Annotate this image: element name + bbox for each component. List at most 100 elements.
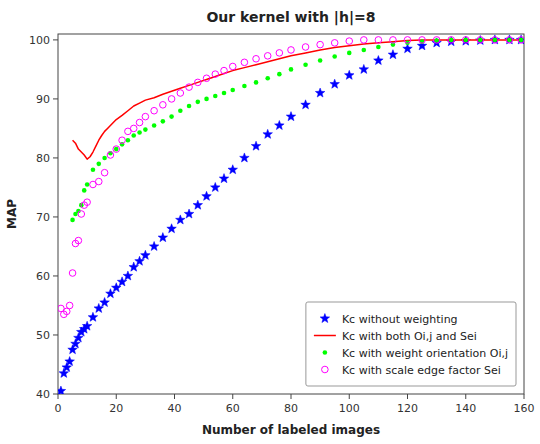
point	[176, 215, 186, 224]
x-axis-label: Number of labeled images	[202, 423, 380, 437]
legend-item: Kc with weight orientation Oi,j	[323, 347, 508, 360]
point	[141, 250, 151, 259]
point	[301, 100, 311, 109]
point	[169, 114, 174, 119]
point	[519, 38, 524, 43]
y-tick	[53, 334, 58, 335]
title: Our kernel with |h|=8	[206, 9, 375, 26]
point	[506, 37, 513, 44]
line	[73, 40, 522, 159]
point	[142, 113, 149, 120]
point	[84, 199, 91, 206]
point	[202, 191, 212, 200]
point	[221, 67, 228, 74]
y-tick	[53, 394, 58, 395]
y-tick-label: 100	[29, 34, 50, 47]
point	[332, 54, 337, 59]
point	[187, 104, 192, 109]
point	[390, 37, 397, 44]
point	[113, 146, 120, 153]
point	[478, 38, 483, 43]
point	[228, 165, 238, 174]
axes: 020406080100120140160405060708090100	[29, 34, 535, 415]
point	[315, 88, 325, 97]
legend-swatch	[322, 366, 329, 373]
legend: Kc without weightingKc with both Oi,j an…	[306, 302, 516, 386]
x-tick	[232, 394, 233, 399]
y-tick-label: 80	[36, 152, 50, 165]
point	[123, 271, 133, 280]
point	[186, 84, 193, 91]
point	[462, 37, 469, 44]
point	[78, 211, 85, 218]
y-axis-label: MAP	[5, 199, 19, 229]
point	[196, 100, 201, 105]
y-tick-label: 70	[36, 211, 50, 224]
legend-item: Kc with scale edge factor Sei	[322, 364, 501, 377]
point	[85, 182, 90, 187]
point	[222, 91, 227, 96]
point	[152, 123, 157, 128]
x-tick-label: 80	[284, 402, 298, 415]
series	[58, 37, 524, 318]
point	[65, 357, 75, 366]
point	[446, 37, 456, 46]
point	[69, 270, 76, 277]
series	[70, 38, 523, 223]
point	[361, 37, 368, 44]
point	[253, 55, 260, 62]
point	[91, 167, 96, 172]
point	[204, 97, 209, 102]
series	[58, 35, 524, 394]
point	[289, 67, 294, 72]
point	[203, 75, 210, 82]
point	[126, 138, 131, 143]
point	[82, 188, 87, 193]
plot-frame	[58, 34, 524, 394]
legend-swatch	[314, 335, 336, 337]
point	[119, 137, 126, 144]
point	[178, 108, 183, 113]
point	[212, 71, 219, 78]
point	[404, 37, 411, 44]
point	[277, 72, 282, 77]
point	[254, 80, 259, 85]
x-tick	[116, 394, 117, 399]
point	[242, 84, 247, 89]
point	[101, 169, 108, 176]
legend-swatch	[323, 350, 328, 355]
point	[158, 233, 168, 242]
y-tick	[53, 216, 58, 217]
y-tick-label: 60	[36, 270, 50, 283]
point	[375, 37, 382, 44]
point	[102, 156, 107, 161]
point	[211, 182, 221, 191]
point	[477, 37, 484, 44]
point	[302, 44, 309, 51]
point	[490, 35, 500, 44]
chart: 020406080100120140160405060708090100Our …	[0, 0, 540, 444]
x-tick-label: 60	[226, 402, 240, 415]
point	[241, 59, 248, 66]
point	[95, 178, 102, 185]
x-tick-label: 0	[55, 402, 62, 415]
y-tick-label: 90	[36, 93, 50, 106]
point	[82, 321, 92, 330]
point	[167, 224, 177, 233]
point	[184, 209, 194, 218]
point	[149, 241, 159, 250]
point	[344, 70, 354, 79]
legend-label: Kc with scale edge factor Sei	[342, 364, 501, 377]
point	[507, 38, 512, 43]
point	[419, 37, 426, 44]
x-tick-label: 160	[514, 402, 535, 415]
point	[168, 96, 175, 103]
point	[518, 37, 524, 44]
x-tick	[349, 394, 350, 399]
point	[276, 50, 283, 57]
point	[476, 35, 486, 44]
point	[114, 147, 119, 152]
point	[130, 125, 137, 132]
data	[58, 35, 524, 394]
point	[303, 62, 308, 67]
